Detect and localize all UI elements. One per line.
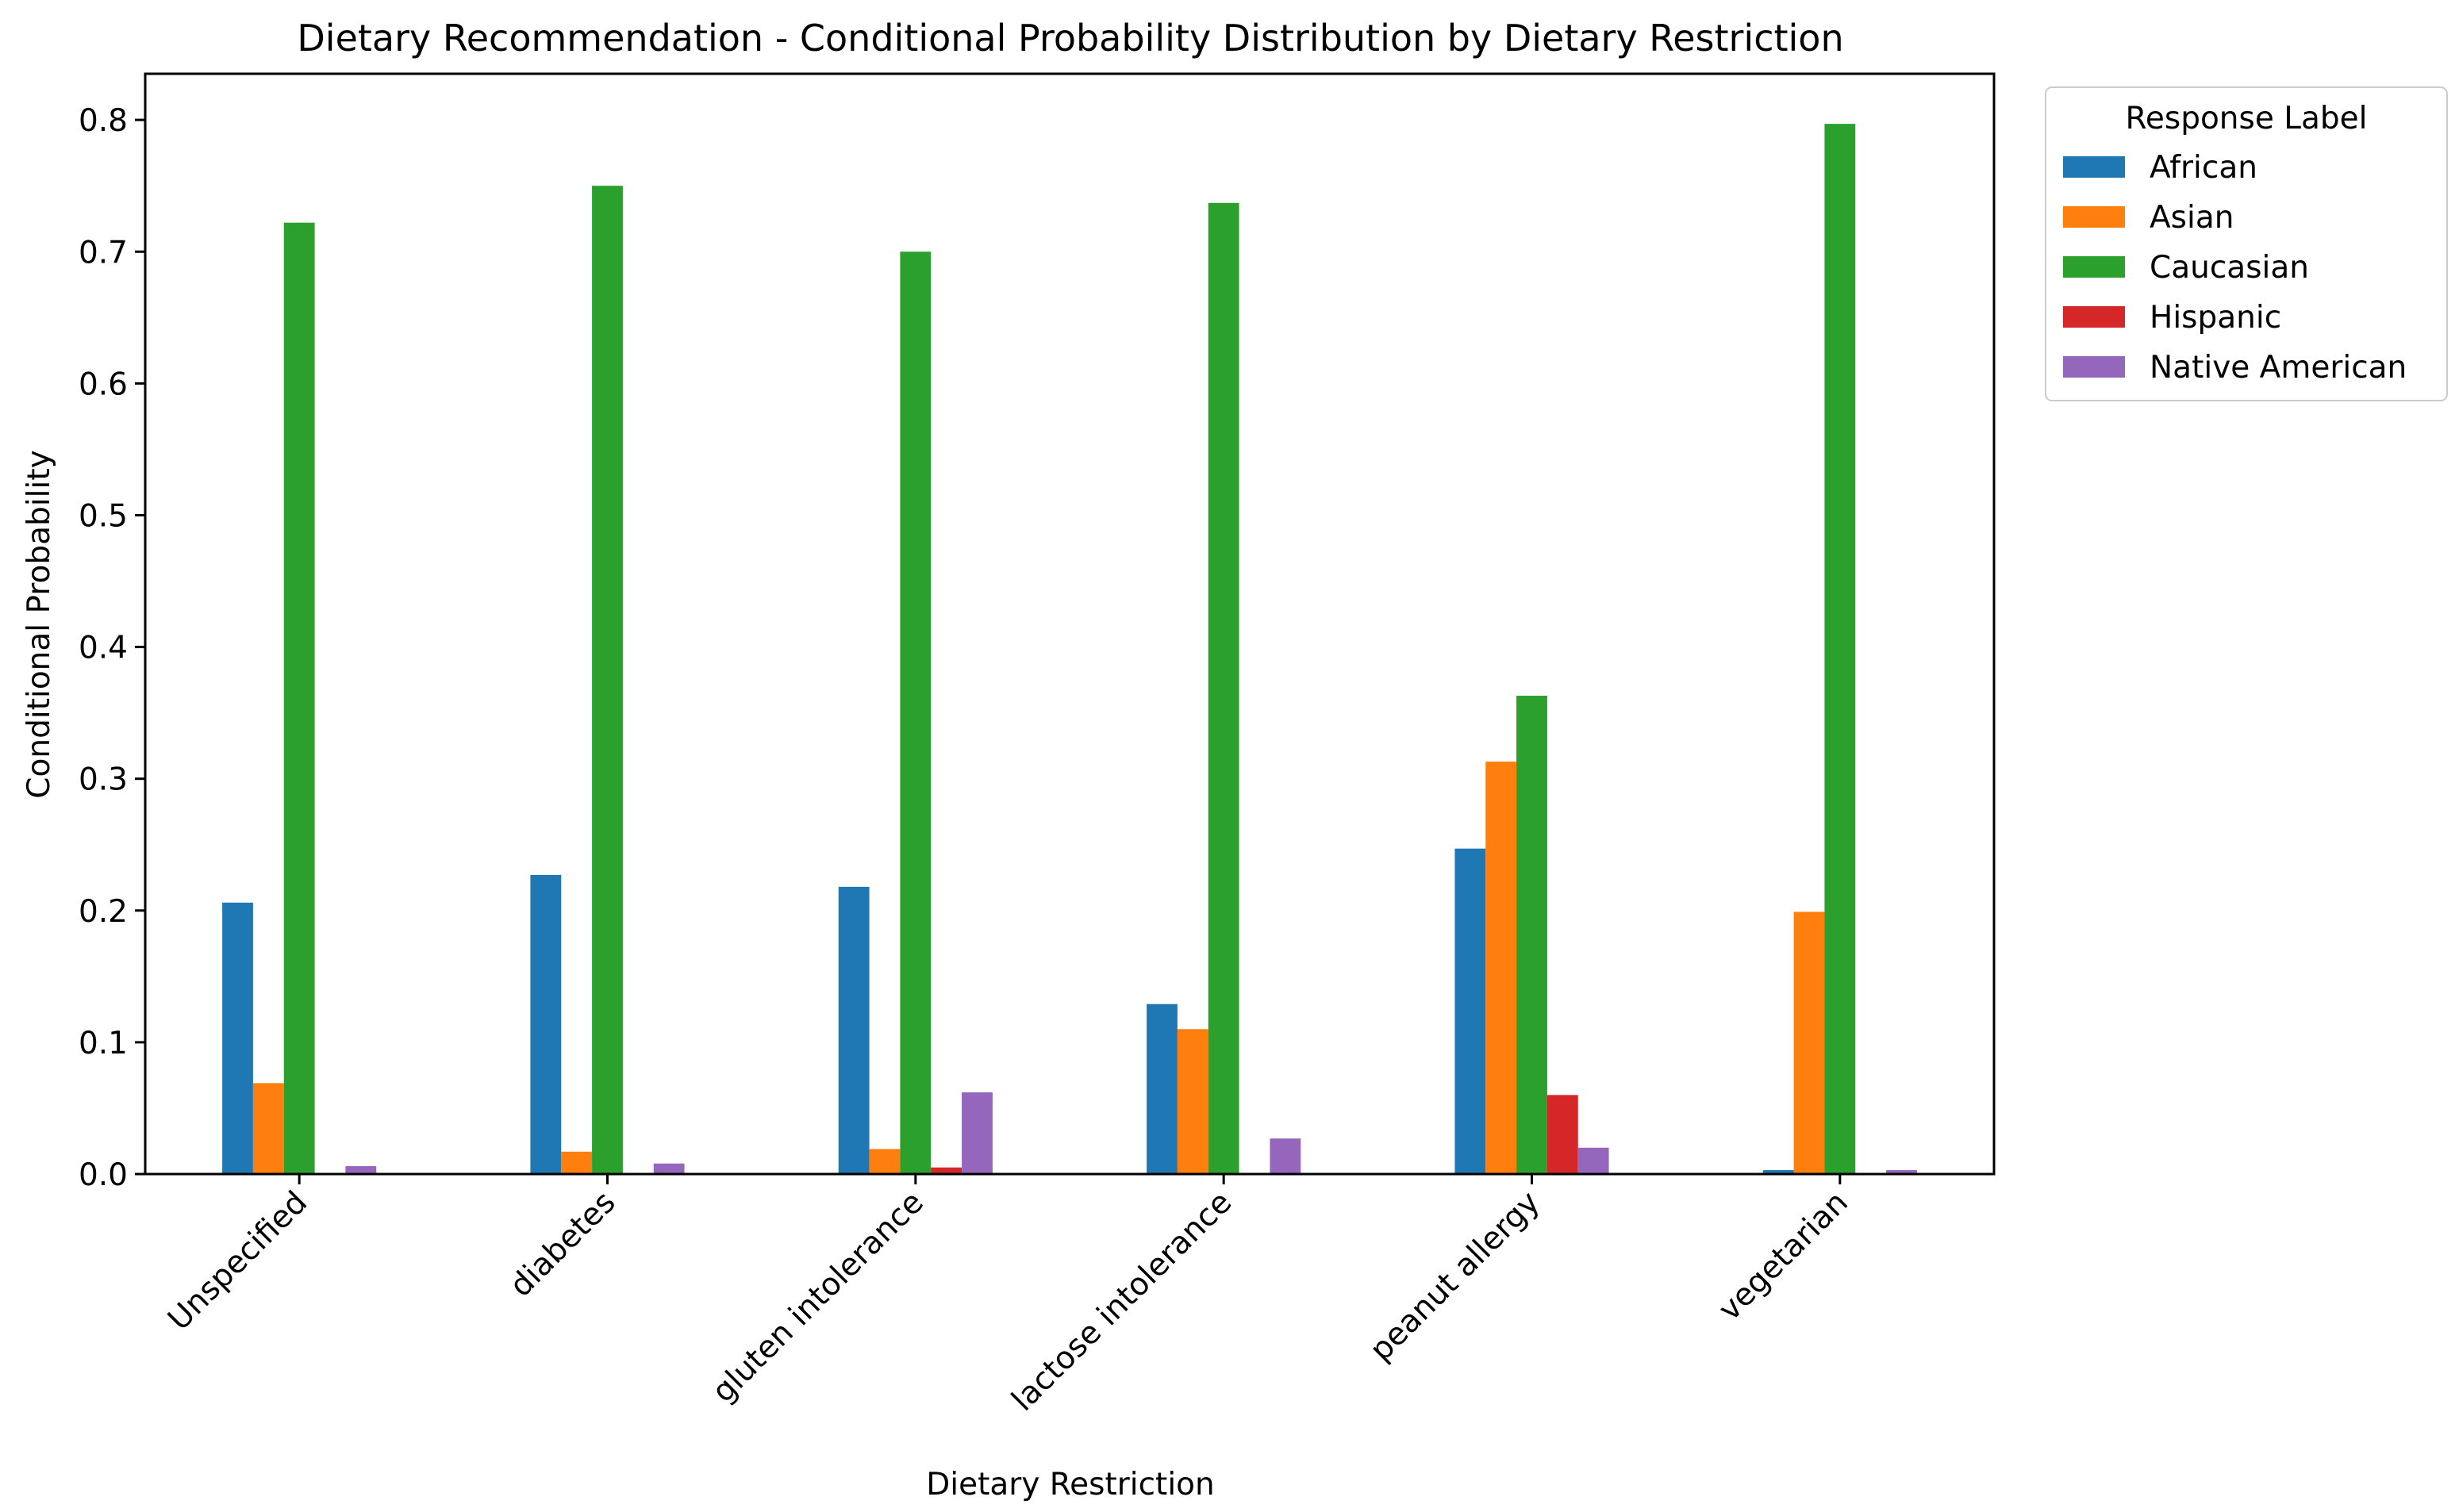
bar-caucasian-diabetes — [592, 186, 623, 1175]
bar-asian-vegetarian — [1793, 911, 1825, 1174]
legend-title: Response Label — [2126, 101, 2368, 136]
y-axis-title: Conditional Probability — [21, 450, 57, 798]
y-tick-label: 0.0 — [79, 1157, 128, 1193]
legend-label: African — [2150, 150, 2257, 186]
bar-hispanic-gluten-intolerance — [931, 1167, 962, 1174]
bar-african-gluten-intolerance — [838, 886, 870, 1174]
legend-swatch — [2063, 256, 2125, 278]
y-tick-label: 0.7 — [79, 235, 128, 271]
bar-native-american-gluten-intolerance — [962, 1092, 993, 1174]
bar-caucasian-gluten-intolerance — [900, 251, 932, 1174]
bar-asian-peanut-allergy — [1485, 762, 1517, 1174]
bar-native-american-vegetarian — [1886, 1170, 1917, 1174]
bar-asian-unspecified — [252, 1083, 284, 1174]
plot-frame — [144, 72, 1996, 1176]
bar-asian-diabetes — [561, 1151, 593, 1174]
legend-swatch — [2063, 356, 2125, 378]
x-axis-title: Dietary Restriction — [926, 1467, 1215, 1502]
legend-frame — [2045, 86, 2448, 401]
bar-native-american-unspecified — [345, 1166, 377, 1174]
legend: Response Label African Asian Caucasian Hispa… — [2045, 86, 2448, 401]
bar-caucasian-peanut-allergy — [1516, 696, 1547, 1174]
y-tick-label: 0.4 — [79, 631, 128, 666]
legend-label: Hispanic — [2150, 300, 2281, 336]
legend-swatch — [2063, 306, 2125, 328]
bar-caucasian-lactose-intolerance — [1208, 202, 1239, 1174]
bar-asian-gluten-intolerance — [869, 1149, 901, 1174]
bar-native-american-peanut-allergy — [1577, 1147, 1609, 1174]
bar-asian-lactose-intolerance — [1177, 1029, 1208, 1174]
chart-title: Dietary Recommendation - Conditional Pro… — [297, 17, 1843, 59]
bar-native-american-diabetes — [653, 1163, 685, 1174]
y-tick-label: 0.3 — [79, 762, 128, 798]
bar-african-peanut-allergy — [1454, 848, 1486, 1174]
bar-african-unspecified — [222, 902, 253, 1174]
bar-african-diabetes — [530, 874, 562, 1174]
legend-label: Native American — [2150, 350, 2407, 386]
legend-label: Caucasian — [2150, 250, 2309, 286]
y-tick-label: 0.2 — [79, 894, 128, 930]
bars-layer — [222, 124, 1917, 1175]
y-tick-label: 0.5 — [79, 498, 128, 534]
y-tick-label: 0.6 — [79, 366, 128, 402]
bar-caucasian-vegetarian — [1824, 124, 1856, 1174]
bar-african-vegetarian — [1762, 1170, 1794, 1174]
bar-native-american-lactose-intolerance — [1270, 1138, 1301, 1174]
y-tick-label: 0.8 — [79, 103, 128, 139]
y-tick-label: 0.1 — [79, 1026, 128, 1061]
bar-african-lactose-intolerance — [1147, 1004, 1178, 1174]
bar-caucasian-unspecified — [283, 222, 315, 1175]
legend-label: Asian — [2150, 200, 2234, 236]
legend-swatch — [2063, 206, 2125, 228]
bar-hispanic-peanut-allergy — [1546, 1095, 1578, 1174]
legend-swatch — [2063, 156, 2125, 178]
